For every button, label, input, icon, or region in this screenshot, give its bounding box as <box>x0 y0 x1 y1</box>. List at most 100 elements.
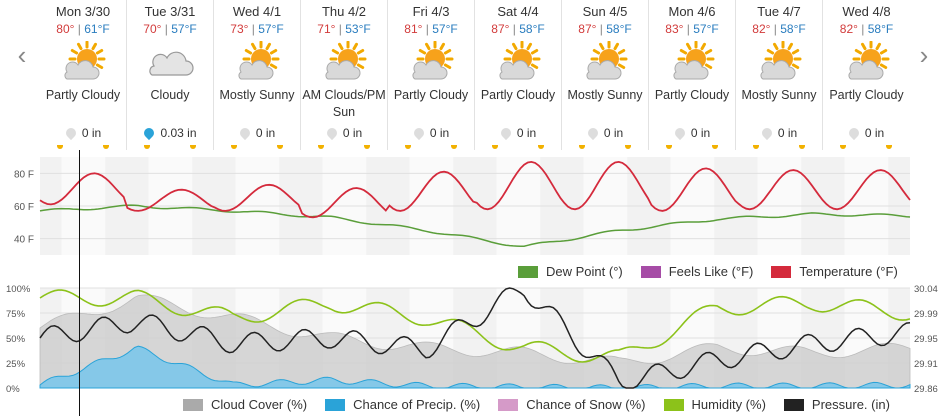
sunset-icon <box>712 145 718 149</box>
precip-amount: 0 in <box>562 125 649 141</box>
high-temp: 73° <box>230 22 249 36</box>
conditions-chart: 100% 30.04 75% 29.99 50% 29.95 25% 29.91 0% 29.86 <box>6 284 938 395</box>
day-card[interactable]: Tue 3/31 70° | 57°F Cloudy 0.03 in <box>127 0 214 150</box>
temperature-chart: 80 F 60 F 40 F <box>14 157 911 255</box>
day-card[interactable]: Sun 4/5 87° | 58°F Mostly Sunny 0 in <box>562 0 649 150</box>
legend-item[interactable]: Chance of Precip. (%) <box>325 397 480 412</box>
day-temps: 80° | 61°F <box>56 22 110 36</box>
low-temp: 61°F <box>84 22 110 36</box>
day-temps: 71° | 53°F <box>317 22 371 36</box>
sunset-icon <box>538 145 544 149</box>
partly-cloudy-icon <box>238 41 280 80</box>
legend-swatch <box>498 398 519 411</box>
raindrop-icon <box>63 125 78 141</box>
low-temp: 53°F <box>345 22 371 36</box>
day-date: Fri 4/3 <box>412 4 450 19</box>
sunset-icon <box>277 145 283 149</box>
day-card[interactable]: Sat 4/4 87° | 58°F Partly Cloudy 0 in <box>475 0 562 150</box>
partly-cloudy-icon <box>412 41 454 80</box>
day-card[interactable]: Mon 3/30 80° | 61°F Partly Cloudy 0 in <box>40 0 127 150</box>
precip-amount: 0 in <box>214 125 301 141</box>
raindrop-icon <box>498 125 513 141</box>
low-temp: 58°F <box>606 22 632 36</box>
sunrise-icon <box>840 145 846 149</box>
day-card[interactable]: Fri 4/3 81° | 57°F Partly Cloudy 0 in <box>388 0 475 150</box>
partly-cloudy-icon <box>586 41 628 80</box>
y-tick-label: 60 F <box>14 202 34 213</box>
y-right-tick: 29.91 <box>914 359 938 370</box>
precip-amount: 0 in <box>388 125 475 141</box>
day-temps: 73° | 57°F <box>230 22 284 36</box>
precip-amount: 0 in <box>40 125 127 141</box>
y-right-tick: 29.95 <box>914 334 938 345</box>
legend-item[interactable]: Chance of Snow (%) <box>498 397 646 412</box>
high-temp: 71° <box>317 22 336 36</box>
dew-point-line <box>39 204 911 248</box>
sunset-icon <box>625 145 631 149</box>
legend-swatch <box>783 398 804 411</box>
sunset-icon <box>364 145 370 149</box>
precip-area <box>39 345 911 389</box>
sunrise-icon <box>231 145 237 149</box>
chevron-left-icon[interactable]: ‹ <box>17 40 27 70</box>
sunrise-icon <box>144 145 150 149</box>
y-right-tick: 30.04 <box>914 284 938 295</box>
legend-swatch <box>771 265 792 278</box>
raindrop-icon <box>324 125 339 141</box>
precip-amount: 0 in <box>475 125 562 141</box>
high-temp: 83° <box>665 22 684 36</box>
high-temp: 70° <box>143 22 162 36</box>
legend-item[interactable]: Pressure. (in) <box>783 397 890 412</box>
sunrise-icon <box>318 145 324 149</box>
day-temps: 83° | 57°F <box>665 22 719 36</box>
temperature-line <box>39 160 911 219</box>
legend-item[interactable]: Temperature (°F) <box>771 264 898 279</box>
partly-cloudy-icon <box>64 41 106 80</box>
day-card[interactable]: Wed 4/8 82° | 58°F Partly Cloudy 0 in <box>823 0 910 150</box>
day-temps: 81° | 57°F <box>404 22 458 36</box>
pressure-line <box>39 287 911 389</box>
low-temp: 57°F <box>693 22 719 36</box>
sunset-icon <box>451 145 457 149</box>
legend-item[interactable]: Humidity (%) <box>663 397 766 412</box>
day-date: Mon 3/30 <box>55 4 111 19</box>
high-temp: 87° <box>578 22 597 36</box>
high-temp: 81° <box>404 22 423 36</box>
legend-label: Dew Point (°) <box>546 264 623 279</box>
legend-swatch <box>183 398 203 411</box>
low-temp: 57°F <box>258 22 284 36</box>
raindrop-icon <box>846 125 861 141</box>
precip-amount: 0.03 in <box>127 125 214 141</box>
day-condition: Partly Cloudy <box>654 88 730 102</box>
legend-item[interactable]: Dew Point (°) <box>518 264 623 279</box>
day-card[interactable]: Thu 4/2 71° | 53°F AM Clouds/PM Sun 0 in <box>301 0 388 150</box>
high-temp: 80° <box>56 22 75 36</box>
y-tick-label: 40 F <box>14 235 34 246</box>
day-date: Sun 4/5 <box>582 4 628 19</box>
y-right-tick: 29.99 <box>914 309 938 320</box>
y-left-tick: 0% <box>6 384 20 395</box>
raindrop-icon <box>759 125 774 141</box>
day-condition: Partly Cloudy <box>829 88 904 102</box>
low-temp: 58°F <box>867 22 894 36</box>
partly-cloudy-icon <box>499 41 541 80</box>
day-date: Thu 4/2 <box>321 4 367 19</box>
high-temp: 82° <box>839 22 858 36</box>
day-date: Wed 4/8 <box>842 4 891 19</box>
day-card[interactable]: Mon 4/6 83° | 57°F Partly Cloudy 0 in <box>649 0 736 150</box>
legend-item[interactable]: Feels Like (°F) <box>640 264 754 279</box>
day-card[interactable]: Tue 4/7 82° | 58°F Mostly Sunny 0 in <box>736 0 823 150</box>
y-left-tick: 50% <box>6 334 26 345</box>
sunset-icon <box>190 145 196 149</box>
low-temp: 58°F <box>519 22 545 36</box>
y-left-tick: 25% <box>6 359 26 370</box>
day-card[interactable]: Wed 4/1 73° | 57°F Mostly Sunny 0 in <box>214 0 301 150</box>
chevron-right-icon[interactable]: › <box>919 40 929 70</box>
conditions-legend: Cloud Cover (%) Chance of Precip. (%) Chan… <box>165 397 890 412</box>
day-condition: Partly Cloudy <box>45 88 121 102</box>
y-tick-label: 80 F <box>14 169 34 180</box>
legend-item[interactable]: Cloud Cover (%) <box>183 397 307 412</box>
legend-label: Cloud Cover (%) <box>211 397 308 412</box>
sunrise-icon <box>405 145 411 149</box>
legend-label: Feels Like (°F) <box>668 264 754 279</box>
